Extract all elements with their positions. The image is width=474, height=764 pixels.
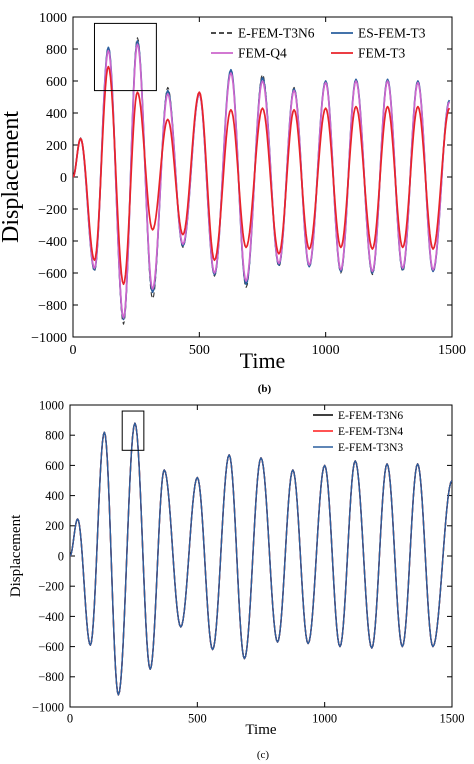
y-tick-label: −800 — [38, 670, 64, 684]
series-line-fem-t3 — [73, 65, 451, 286]
x-tick-label: 0 — [70, 343, 77, 358]
legend-label: FEM-T3 — [358, 46, 406, 61]
x-tick-label: 1000 — [312, 712, 337, 726]
y-tick-label: −1000 — [32, 700, 64, 714]
y-tick-label: −200 — [38, 203, 67, 218]
y-tick-label: −800 — [38, 299, 67, 314]
y-tick-label: 800 — [45, 429, 64, 443]
y-tick-label: 1000 — [39, 398, 64, 412]
chart-panel-c: −1000 −800 −600 −400 −200 0 200 400 600 800 1000 0 5… — [8, 398, 465, 761]
y-tick-label: 400 — [46, 107, 67, 122]
y-axis-label: Displacement — [8, 514, 24, 597]
legend-label: E-FEM-T3N6 — [238, 26, 315, 41]
legend-label: E-FEM-T3N3 — [338, 442, 403, 454]
x-axis-label: Time — [245, 722, 276, 738]
legend-label: E-FEM-T3N4 — [338, 426, 403, 438]
y-tick-label: −400 — [38, 610, 64, 624]
x-tick-label: 1500 — [438, 343, 466, 358]
y-axis-label: Displacement — [0, 111, 24, 243]
x-axis-label: Time — [240, 348, 286, 373]
y-tick-label: −400 — [38, 235, 67, 250]
y-tick-label: −600 — [38, 267, 67, 282]
x-tick-label: 500 — [189, 343, 210, 358]
y-tick-label: −200 — [38, 580, 64, 594]
y-tick-label: 0 — [60, 171, 67, 186]
y-tick-label: 0 — [58, 549, 64, 563]
legend-label: E-FEM-T3N6 — [338, 410, 403, 422]
y-tick-label: 1000 — [39, 11, 67, 26]
x-tick-label: 500 — [188, 712, 207, 726]
y-tick-label: 800 — [46, 43, 67, 58]
chart-panel-b: −1000 −800 −600 −400 −200 0 200 400 600 800 1000 0 5… — [0, 11, 466, 395]
y-tick-label: 600 — [46, 75, 67, 90]
x-tick-label: 1500 — [440, 712, 465, 726]
y-tick-label: 200 — [45, 519, 64, 533]
y-tick-label: −600 — [38, 640, 64, 654]
legend-label: FEM-Q4 — [238, 46, 287, 61]
y-tick-label: −1000 — [31, 331, 67, 346]
x-tick-label: 0 — [67, 712, 73, 726]
panel-caption: (c) — [257, 749, 270, 761]
zoom-box — [121, 410, 145, 451]
y-tick-label: 200 — [46, 139, 67, 154]
x-tick-label: 1000 — [312, 343, 340, 358]
zoom-box — [93, 22, 157, 92]
panel-caption: (b) — [258, 383, 272, 395]
y-tick-label: 400 — [45, 489, 64, 503]
series-line-fem-q4 — [73, 43, 451, 319]
y-tick-label: 600 — [45, 459, 64, 473]
series-line-e-fem-t3n3 — [70, 422, 452, 696]
legend-label: ES-FEM-T3 — [358, 26, 426, 41]
